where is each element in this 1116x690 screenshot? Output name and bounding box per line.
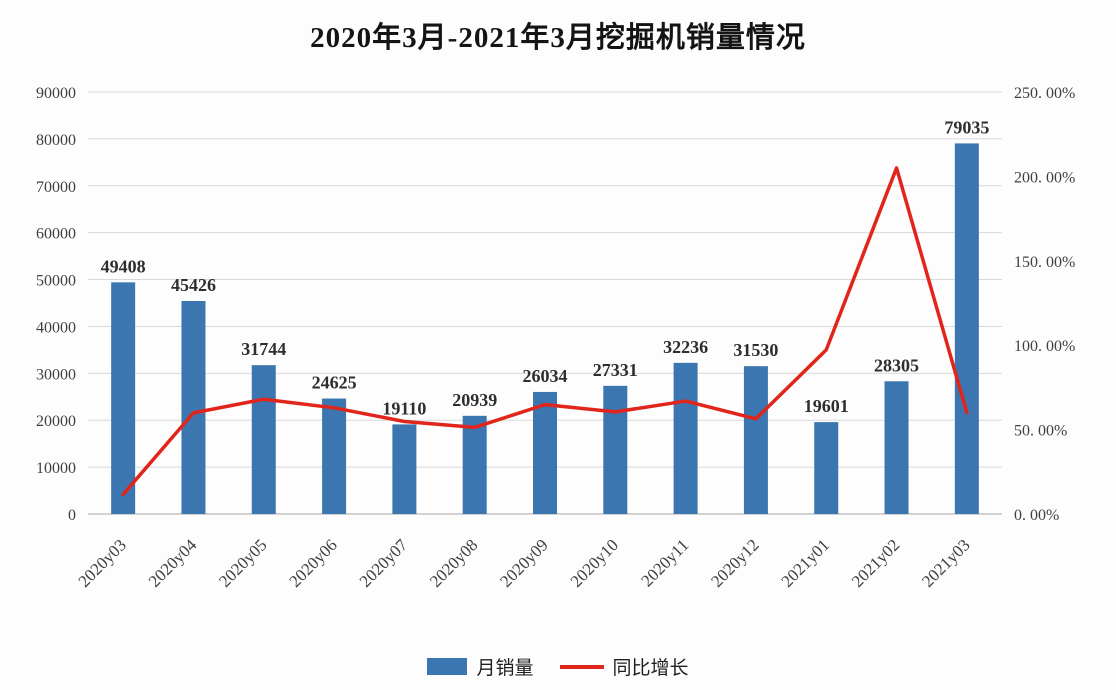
bar-value-label: 45426 [171,275,216,295]
bar [814,422,839,514]
x-axis-category-label: 2020y06 [285,535,341,591]
left-axis-tick-label: 60000 [36,226,76,243]
left-axis-tick-label: 30000 [36,366,76,383]
bar [743,366,768,514]
bar-value-label: 28305 [874,355,919,375]
growth-line [121,166,969,497]
bar-series-swatch-icon [427,658,468,675]
chart-title: 2020年3月-2021年3月挖掘机销量情况 [310,22,806,54]
left-axis-tick-label: 80000 [36,132,76,149]
legend-item-bars: 月销量 [427,653,534,680]
bar [533,391,557,514]
x-axis-category-label: 2021y03 [918,535,974,591]
bar [392,424,417,514]
right-axis-tick-label: 0. 00% [1014,507,1059,524]
line-series-swatch-icon [559,664,604,669]
left-axis-tick-label: 10000 [36,460,76,477]
bar [884,381,909,514]
bar-value-label: 19110 [382,398,426,418]
x-axis-category-label: 2020y08 [426,535,482,591]
x-axis-category-label: 2020y05 [215,535,271,591]
x-axis-category-label: 2020y03 [74,535,130,591]
bar-value-label: 26034 [523,366,568,386]
bar [111,282,136,514]
x-axis-category-label: 2020y09 [496,535,552,591]
left-axis-tick-label: 90000 [36,85,76,102]
bar-value-label: 32236 [663,337,708,357]
bar [251,365,276,514]
combo-chart-plot: 0 10000 20000 30000 40000 50000 60000 70000 8000… [36,85,1075,591]
left-axis-tick-label: 20000 [36,413,76,430]
x-axis-category-label: 2020y10 [567,535,623,591]
left-axis-tick-label: 0 [68,507,76,524]
x-axis-category-label: 2021y01 [778,535,834,591]
right-axis-tick-label: 200. 00% [1014,169,1075,186]
bar [181,301,206,514]
left-axis-tick-label: 70000 [36,179,76,196]
right-axis-tick-label: 150. 00% [1014,254,1075,271]
x-axis-category-label: 2021y02 [848,535,904,591]
legend-label-line: 同比增长 [612,658,689,679]
bar-value-label: 79035 [944,117,989,137]
bar-value-label: 49408 [101,256,146,276]
legend-label-bars: 月销量 [476,658,534,679]
bar-value-label: 31530 [733,340,778,360]
x-axis-category-label: 2020y11 [637,535,692,590]
bar [673,362,698,514]
bar [462,415,487,514]
left-axis-tick-label: 40000 [36,319,76,336]
bar-value-label: 24625 [312,373,357,393]
right-axis-tick-label: 50. 00% [1014,423,1067,440]
bar [603,385,628,514]
right-axis-tick-label: 100. 00% [1014,338,1075,355]
bar [322,398,347,514]
left-axis-tick-label: 50000 [36,273,76,290]
bar-value-label: 27331 [593,360,638,380]
x-axis-category-label: 2020y07 [356,535,412,591]
chart-legend: 月销量 同比增长 [0,653,1116,680]
x-axis-category-label: 2020y04 [145,535,201,591]
x-axis-category-label: 2020y12 [707,535,763,591]
bar [954,143,979,514]
legend-item-line: 同比增长 [559,653,689,680]
bar-value-label: 19601 [804,396,849,416]
bar-value-label: 20939 [452,390,497,410]
right-axis-tick-label: 250. 00% [1014,85,1075,102]
bar-value-label: 31744 [241,339,286,359]
